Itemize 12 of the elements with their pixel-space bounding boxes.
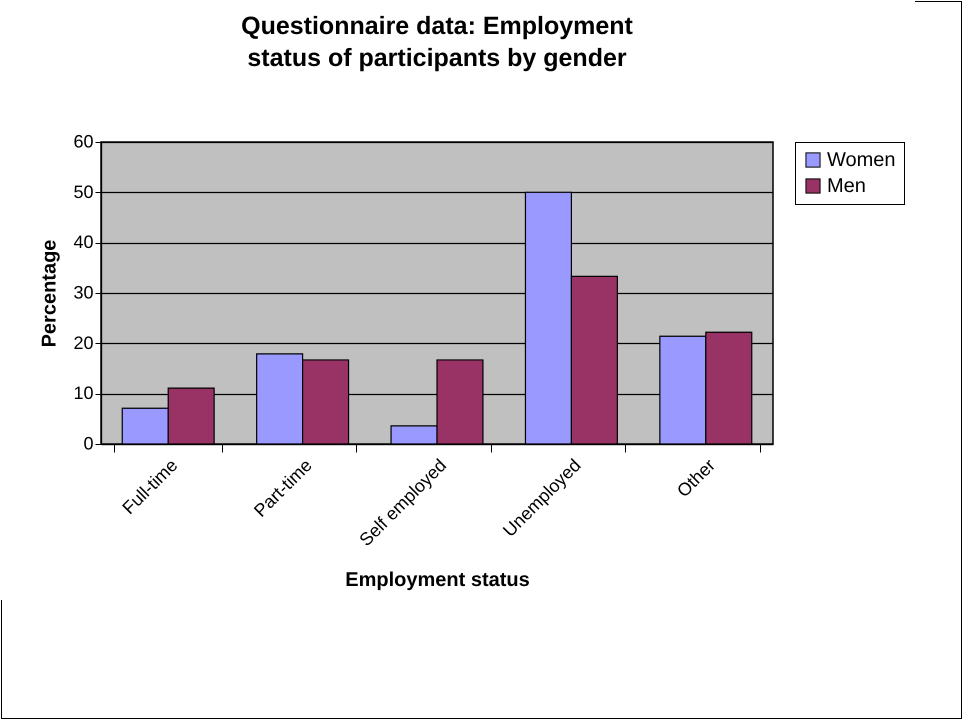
chart-title: Questionnaire data: Employment status of participants by gender: [241, 12, 634, 72]
y-tick-label: 40: [73, 232, 94, 252]
y-tick-label: 30: [73, 282, 94, 302]
x-axis-title: Employment status: [345, 568, 530, 591]
y-tick-label: 60: [73, 132, 94, 152]
y-tick-label: 20: [73, 332, 94, 353]
y-tick-label: 0: [83, 434, 94, 454]
legend-label: Men: [827, 175, 866, 197]
y-tick-label: 10: [73, 383, 94, 404]
y-tick-label: 50: [73, 182, 94, 202]
legend-label: Women: [827, 149, 896, 171]
y-axis-title: Percentage: [38, 240, 60, 348]
